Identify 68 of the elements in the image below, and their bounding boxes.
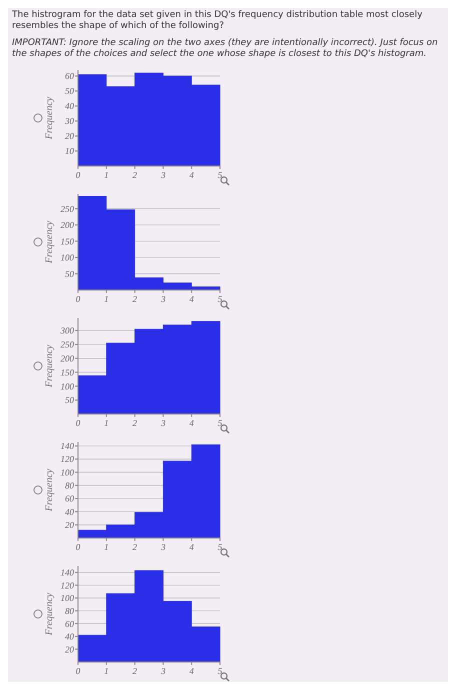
y-tick-label: 50	[65, 395, 74, 406]
x-tick-label: 0	[76, 666, 81, 676]
x-tick-label: 3	[160, 666, 166, 676]
y-tick-label: 100	[60, 467, 74, 478]
x-tick-label: 1	[104, 294, 109, 304]
x-tick-label: 3	[160, 418, 166, 428]
y-tick-label: 120	[60, 454, 74, 464]
y-tick-label: 40	[65, 632, 74, 642]
y-tick-label: 300	[60, 326, 74, 336]
y-tick-label: 80	[65, 480, 74, 491]
x-tick-label: 4	[189, 418, 194, 428]
x-tick-label: 5	[218, 294, 223, 304]
x-tick-label: 3	[160, 170, 166, 180]
x-tick-label: 4	[189, 666, 194, 676]
x-tick-label: 2	[132, 666, 138, 676]
x-tick-label: 4	[189, 542, 194, 552]
x-tick-label: 2	[132, 170, 138, 180]
y-tick-label: 250	[60, 204, 74, 214]
y-tick-label: 140	[60, 568, 74, 578]
chart-subtitle: IMPORTANT: Ignore the scaling on the two axes (they are intentionally incorrect). Just focus on the shapes of the choices and select the one whose shape is closest to this DQ's histogram.	[11, 37, 439, 61]
y-tick-label: 30	[64, 116, 74, 126]
x-tick-label: 1	[104, 542, 109, 552]
y-axis-title: Frequency	[44, 468, 55, 512]
y-tick-label: 200	[60, 220, 74, 230]
y-tick-label: 120	[60, 580, 74, 590]
x-tick-label: 0	[76, 542, 81, 552]
y-tick-label: 40	[65, 506, 74, 517]
x-tick-label: 2	[132, 418, 138, 428]
x-tick-label: 5	[218, 418, 223, 428]
x-tick-label: 0	[76, 418, 81, 428]
y-axis-title: Frequency	[44, 344, 55, 388]
x-tick-label: 4	[189, 294, 194, 304]
y-tick-label: 20	[65, 644, 74, 654]
y-tick-label: 100	[60, 252, 74, 263]
y-tick-label: 50	[65, 86, 74, 96]
y-axis-title: Frequency	[44, 96, 55, 140]
y-tick-label: 60	[65, 494, 74, 504]
y-axis-title: Frequency	[44, 220, 55, 264]
y-tick-label: 60	[65, 618, 74, 629]
x-tick-label: 1	[104, 170, 109, 180]
y-tick-label: 140	[60, 441, 74, 452]
y-tick-label: 250	[60, 340, 74, 350]
y-tick-label: 20	[65, 520, 74, 530]
x-tick-label: 1	[104, 418, 109, 428]
y-tick-label: 80	[65, 606, 74, 616]
x-tick-label: 5	[218, 170, 223, 180]
y-tick-label: 60	[65, 71, 74, 82]
x-tick-label: 2	[132, 542, 138, 552]
x-tick-label: 0	[76, 170, 81, 180]
y-tick-label: 200	[60, 354, 74, 364]
y-tick-label: 20	[65, 131, 74, 142]
y-tick-label: 40	[65, 101, 74, 112]
x-tick-label: 3	[160, 542, 166, 552]
x-tick-label: 4	[189, 170, 194, 180]
y-tick-label: 150	[60, 236, 74, 246]
x-tick-label: 2	[132, 294, 138, 304]
chart-title: The histrogram for the data set given in this DQ's frequency distribution table most closely resembles the shape of which of the following?	[11, 9, 424, 33]
y-tick-label: 100	[60, 593, 74, 604]
x-tick-label: 1	[104, 666, 109, 676]
y-axis-title: Frequency	[44, 592, 55, 636]
y-tick-label: 150	[60, 367, 74, 378]
y-tick-label: 50	[65, 268, 74, 279]
x-tick-label: 3	[160, 294, 166, 304]
x-tick-label: 5	[218, 542, 223, 552]
x-tick-label: 0	[76, 294, 81, 304]
x-tick-label: 5	[218, 666, 223, 676]
y-tick-label: 10	[65, 146, 74, 156]
y-tick-label: 100	[60, 381, 74, 392]
